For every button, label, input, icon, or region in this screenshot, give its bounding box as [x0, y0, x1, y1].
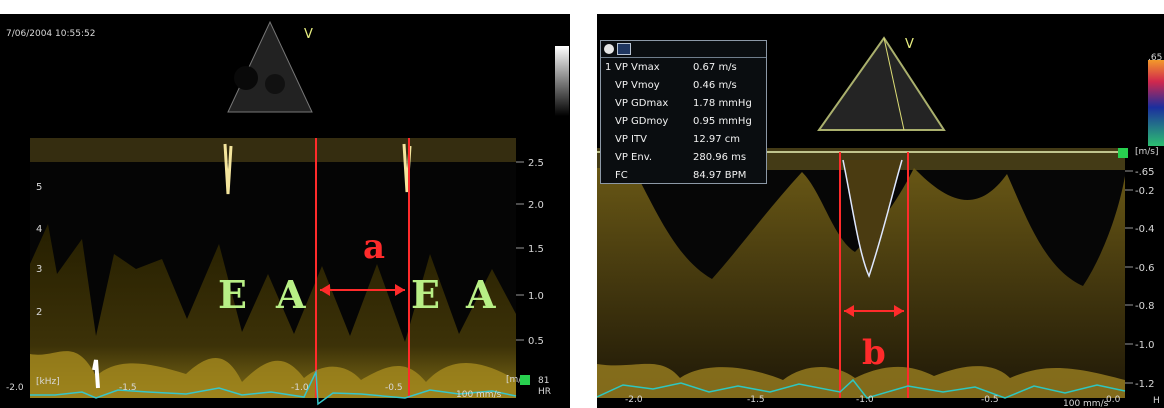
measurement-row-5: VP ITV 12.97 cm	[615, 133, 741, 145]
right-scale-tick-4: -0.6	[1135, 263, 1155, 274]
right-unit: [m/s]	[1135, 147, 1159, 157]
right-scale-tick-3: -0.4	[1135, 224, 1155, 235]
right-view-label: V	[905, 37, 914, 52]
left-y-tick-1: 5	[36, 182, 42, 193]
left-scale-tick-4: 1.0	[528, 291, 544, 302]
left-speed: 100 mm/s	[456, 390, 502, 400]
left-x-tick-3: -1.0	[291, 383, 309, 393]
left-scale-tick-2: 2.0	[528, 200, 544, 211]
right-x-tick-5: 0.0	[1106, 395, 1121, 405]
left-x-tick-2: -1.5	[119, 383, 137, 393]
left-grayscale-bar	[555, 46, 569, 116]
timestamp: 7/06/2004 10:55:52	[6, 29, 95, 39]
right-envelope-trace	[842, 159, 903, 279]
left-y-tick-4: 2	[36, 307, 42, 318]
left-hr-label: HR	[538, 387, 551, 397]
left-y-tick-3: 3	[36, 264, 42, 275]
measurement-icon	[617, 43, 631, 55]
left-hr-number: 81	[538, 376, 549, 386]
right-x-tick-3: -1.0	[856, 395, 874, 405]
left-x-tick-1: -2.0	[6, 383, 24, 393]
left-interval-label: a	[363, 227, 385, 267]
right-color-bar	[1148, 60, 1164, 146]
left-doppler-trace: 7/06/2004 10:55:52 V a E A E A 5 4 3 2 2…	[6, 20, 569, 406]
measurement-row-6: VP Env. 280.96 ms	[615, 151, 747, 163]
left-a-label-2: A	[465, 272, 496, 317]
left-scale-tick-3: 1.5	[528, 244, 544, 255]
right-inset-echo	[817, 36, 946, 131]
right-interval-label: b	[862, 333, 886, 373]
measurement-row-1: 1 VP Vmax 0.67 m/s	[605, 61, 737, 73]
left-status-square	[520, 375, 530, 385]
right-x-tick-2: -1.5	[747, 395, 765, 405]
left-x-tick-4: -0.5	[385, 383, 403, 393]
measurement-row-4: VP GDmoy 0.95 mmHg	[615, 115, 752, 127]
right-scale-tick-7: -1.2	[1135, 379, 1155, 390]
right-status-square	[1118, 148, 1128, 158]
left-doppler-panel: 7/06/2004 10:55:52 V a E A E A 5 4 3 2 2…	[0, 14, 570, 408]
measurement-panel-header	[601, 41, 766, 58]
left-y-tick-2: 4	[36, 224, 42, 235]
left-ecg-trace	[30, 369, 517, 406]
measurement-panel: 1 VP Vmax 0.67 m/s VP Vmoy 0.46 m/s VP G…	[600, 40, 767, 184]
measurement-row-3: VP GDmax 1.78 mmHg	[615, 97, 752, 109]
right-doppler-panel: V .65 b -.65 -0.2 -0.4 -0.6 -0.8 -1.0 -1…	[597, 14, 1164, 408]
left-unit-right: [m/s]	[506, 375, 530, 385]
left-scale-tick-1: 2.5	[528, 158, 544, 169]
left-view-label: V	[304, 27, 313, 42]
left-a-label-1: A	[275, 272, 306, 317]
right-ecg-trace	[597, 378, 1126, 399]
left-e-label-2: E	[411, 272, 440, 317]
left-scale-tick-5: 0.5	[528, 336, 544, 347]
left-e-label-1: E	[218, 272, 247, 317]
right-scale-tick-6: -1.0	[1135, 340, 1155, 351]
right-scale-tick-2: -0.2	[1135, 186, 1155, 197]
record-dot-icon	[604, 44, 614, 54]
right-top-scale: .65	[1148, 53, 1162, 63]
left-inset-chamber	[234, 66, 258, 90]
left-inset-echo	[227, 20, 313, 113]
right-scale-tick-1: -.65	[1135, 167, 1155, 178]
measurement-row-2: VP Vmoy 0.46 m/s	[615, 79, 737, 91]
measurement-row-7: FC 84.97 BPM	[615, 169, 747, 181]
right-x-tick-1: -2.0	[625, 395, 643, 405]
left-unit-left: [kHz]	[36, 377, 60, 387]
right-scale-tick-5: -0.8	[1135, 301, 1155, 312]
right-hr-label: H	[1153, 396, 1160, 406]
right-speed: 100 mm/s	[1063, 399, 1109, 408]
right-x-tick-4: -0.5	[981, 395, 999, 405]
